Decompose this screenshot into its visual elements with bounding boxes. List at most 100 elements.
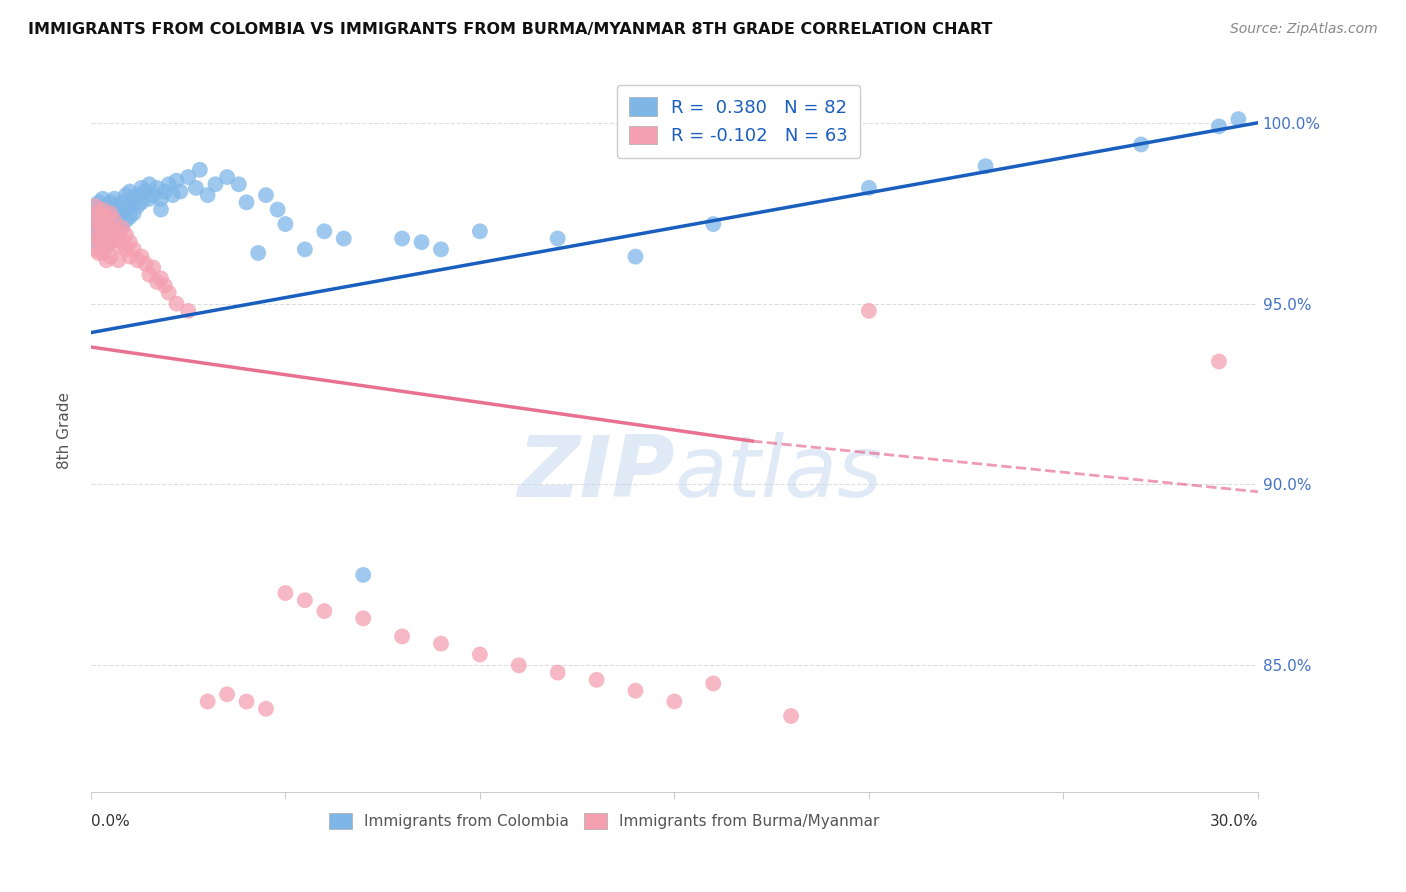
- Point: [197, 694, 219, 708]
- Point: [91, 192, 114, 206]
- Point: [585, 673, 607, 687]
- Point: [96, 224, 118, 238]
- Point: [115, 243, 138, 257]
- Point: [294, 593, 316, 607]
- Point: [142, 188, 165, 202]
- Point: [547, 665, 569, 680]
- Point: [87, 220, 110, 235]
- Point: [96, 199, 118, 213]
- Point: [83, 199, 105, 213]
- Point: [702, 676, 724, 690]
- Point: [111, 206, 134, 220]
- Point: [100, 206, 122, 220]
- Point: [235, 195, 257, 210]
- Text: 30.0%: 30.0%: [1209, 814, 1258, 829]
- Point: [1130, 137, 1153, 152]
- Point: [83, 213, 105, 227]
- Point: [138, 178, 160, 192]
- Point: [91, 217, 114, 231]
- Point: [91, 246, 114, 260]
- Point: [96, 210, 118, 224]
- Point: [96, 210, 118, 224]
- Point: [103, 206, 125, 220]
- Point: [107, 213, 129, 227]
- Y-axis label: 8th Grade: 8th Grade: [58, 392, 72, 468]
- Point: [391, 629, 413, 643]
- Text: IMMIGRANTS FROM COLOMBIA VS IMMIGRANTS FROM BURMA/MYANMAR 8TH GRADE CORRELATION : IMMIGRANTS FROM COLOMBIA VS IMMIGRANTS F…: [28, 22, 993, 37]
- Point: [702, 217, 724, 231]
- Legend: Immigrants from Colombia, Immigrants from Burma/Myanmar: Immigrants from Colombia, Immigrants fro…: [323, 806, 886, 835]
- Point: [115, 227, 138, 242]
- Point: [166, 174, 188, 188]
- Point: [468, 648, 491, 662]
- Point: [169, 185, 191, 199]
- Point: [127, 253, 149, 268]
- Point: [87, 195, 110, 210]
- Point: [131, 195, 153, 210]
- Point: [430, 637, 453, 651]
- Point: [157, 285, 180, 300]
- Point: [146, 181, 169, 195]
- Point: [122, 192, 145, 206]
- Point: [100, 210, 122, 224]
- Point: [107, 253, 129, 268]
- Point: [118, 210, 141, 224]
- Point: [122, 243, 145, 257]
- Point: [87, 231, 110, 245]
- Point: [91, 231, 114, 245]
- Point: [411, 235, 433, 249]
- Point: [87, 246, 110, 260]
- Point: [177, 304, 200, 318]
- Point: [96, 239, 118, 253]
- Point: [100, 220, 122, 235]
- Point: [142, 260, 165, 275]
- Point: [103, 213, 125, 227]
- Point: [294, 243, 316, 257]
- Point: [1208, 120, 1230, 134]
- Point: [624, 683, 647, 698]
- Point: [153, 278, 176, 293]
- Point: [83, 224, 105, 238]
- Point: [87, 206, 110, 220]
- Point: [184, 181, 207, 195]
- Point: [118, 199, 141, 213]
- Point: [87, 217, 110, 231]
- Point: [274, 217, 297, 231]
- Point: [100, 220, 122, 235]
- Point: [247, 246, 270, 260]
- Point: [134, 257, 156, 271]
- Point: [127, 199, 149, 213]
- Point: [83, 210, 105, 224]
- Point: [103, 192, 125, 206]
- Point: [118, 250, 141, 264]
- Point: [1227, 112, 1250, 127]
- Text: ZIP: ZIP: [517, 432, 675, 516]
- Point: [162, 188, 184, 202]
- Point: [100, 235, 122, 249]
- Point: [91, 217, 114, 231]
- Point: [508, 658, 530, 673]
- Point: [664, 694, 686, 708]
- Point: [157, 178, 180, 192]
- Point: [103, 231, 125, 245]
- Point: [100, 235, 122, 249]
- Point: [122, 206, 145, 220]
- Point: [430, 243, 453, 257]
- Point: [217, 169, 239, 184]
- Point: [391, 231, 413, 245]
- Point: [974, 159, 997, 173]
- Point: [149, 202, 172, 217]
- Point: [254, 188, 277, 202]
- Point: [254, 702, 277, 716]
- Point: [228, 178, 250, 192]
- Point: [149, 192, 172, 206]
- Point: [118, 185, 141, 199]
- Point: [188, 162, 211, 177]
- Point: [91, 231, 114, 245]
- Point: [468, 224, 491, 238]
- Point: [197, 188, 219, 202]
- Point: [100, 195, 122, 210]
- Point: [780, 709, 803, 723]
- Point: [134, 185, 156, 199]
- Point: [96, 239, 118, 253]
